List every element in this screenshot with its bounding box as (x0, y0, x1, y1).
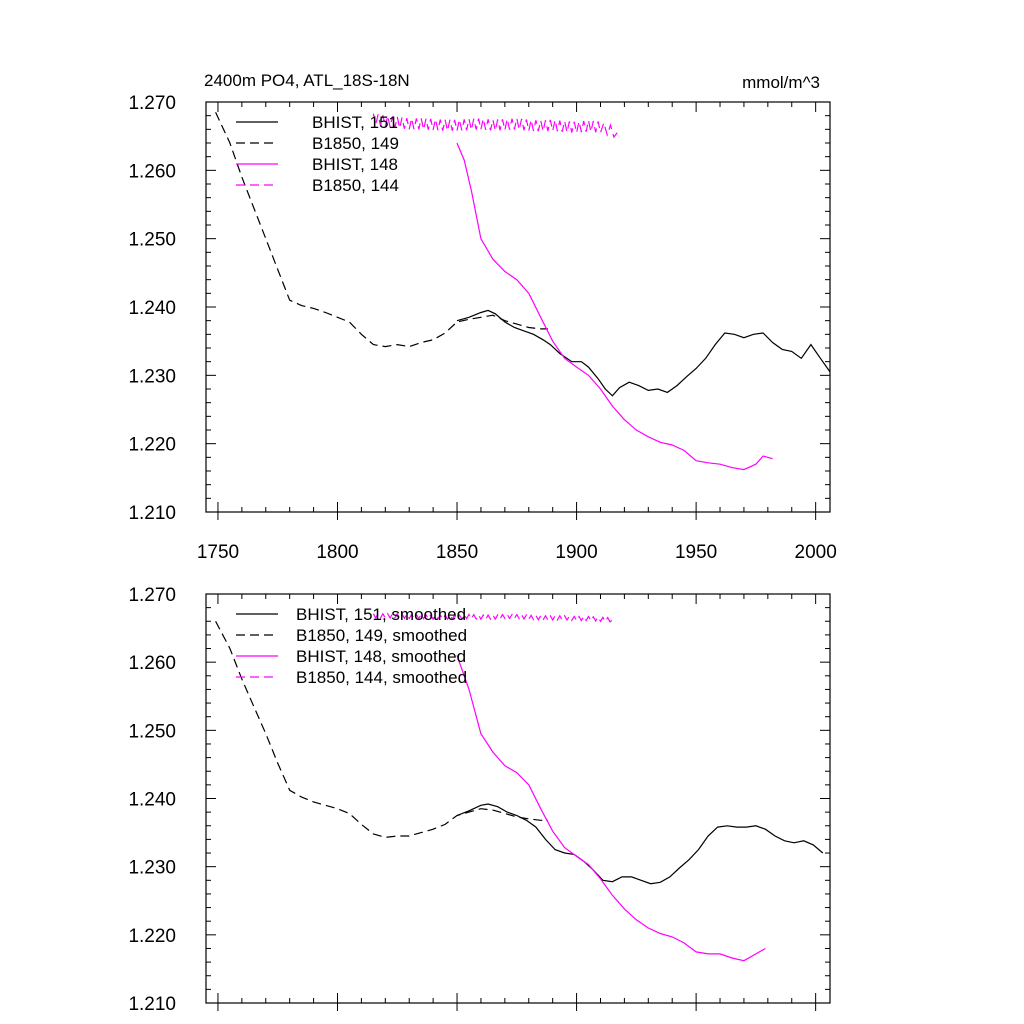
y-tick-label: 1.220 (128, 435, 176, 456)
legend-label: B1850, 144 (312, 176, 399, 195)
legend-label: B1850, 144, smoothed (296, 668, 467, 687)
top-panel: 1.210 1.220 1.230 1.240 1.250 1.260 1.270 1750 1… (128, 71, 836, 563)
bottom-panel: 1.210 1.220 1.230 1.240 1.250 1.260 1.270 BHIST… (128, 585, 831, 1015)
x-tick-label: 1750 (197, 542, 239, 563)
x-tick-label: 1900 (555, 542, 597, 563)
chart-title: 2400m PO4, ATL_18S-18N (204, 71, 410, 90)
x-tick-label: 1950 (675, 542, 717, 563)
legend-label: B1850, 149, smoothed (296, 626, 467, 645)
legend-label: BHIST, 151 (312, 113, 398, 132)
series-line-0 (456, 309, 831, 397)
y-tick-label: 1.250 (128, 721, 176, 742)
series-line-3 (372, 612, 613, 623)
y-tick-label: 1.230 (128, 858, 176, 879)
y-tick-label: 1.240 (128, 790, 176, 811)
x-tick-label: 2000 (795, 542, 837, 563)
legend-label: BHIST, 151, smoothed (296, 605, 466, 624)
legend-label: BHIST, 148, smoothed (296, 647, 466, 666)
y-tick-label: 1.220 (128, 926, 176, 947)
y-tick-label: 1.230 (128, 366, 176, 387)
y-tick-label: 1.270 (128, 585, 176, 606)
series-line-3 (372, 113, 618, 139)
y-tick-label: 1.210 (128, 994, 176, 1015)
x-tick-label: 1850 (436, 542, 478, 563)
y-tick-label: 1.250 (128, 230, 176, 251)
legend-label: BHIST, 148 (312, 155, 398, 174)
y-tick-label: 1.260 (128, 161, 176, 182)
series-line-2 (456, 142, 773, 471)
y-tick-label: 1.260 (128, 653, 176, 674)
series-line-1 (215, 112, 548, 348)
legend-label: B1850, 149 (312, 134, 399, 153)
y-tick-label: 1.210 (128, 503, 176, 524)
y-tick-label: 1.240 (128, 298, 176, 319)
plot-frame (205, 101, 831, 513)
series-line-2 (456, 655, 766, 962)
x-tick-label: 1800 (316, 542, 358, 563)
units-label: mmol/m^3 (742, 73, 820, 92)
series-line-1 (215, 621, 548, 839)
y-tick-label: 1.270 (128, 93, 176, 114)
